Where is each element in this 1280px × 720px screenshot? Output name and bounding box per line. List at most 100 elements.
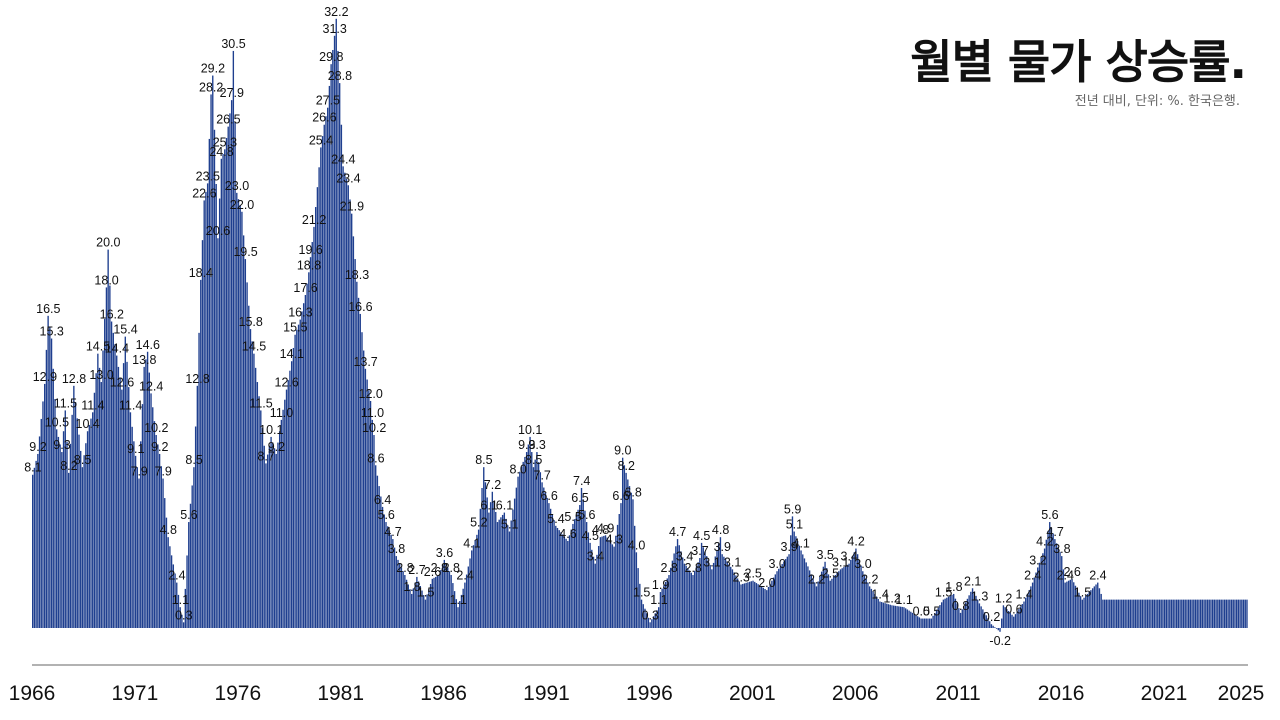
value-label: 8.0	[510, 463, 527, 477]
bar	[855, 548, 857, 628]
bar	[1193, 599, 1195, 628]
bar	[879, 601, 881, 628]
value-label: 2.8	[685, 561, 702, 575]
bar	[1061, 556, 1063, 628]
bar	[1198, 599, 1200, 628]
bar	[886, 603, 888, 628]
bar	[479, 508, 482, 628]
value-label: 15.5	[283, 321, 307, 335]
value-label: 2.4	[168, 569, 185, 583]
bar	[692, 575, 694, 628]
bar	[925, 618, 927, 628]
bar	[503, 512, 506, 628]
bar	[844, 565, 847, 628]
bar	[74, 402, 77, 628]
bar	[1021, 604, 1023, 628]
bar	[1172, 599, 1174, 628]
bar	[222, 154, 224, 629]
value-label: 8.7	[257, 449, 274, 463]
value-label: 5.1	[501, 518, 518, 532]
bar	[989, 621, 991, 628]
value-label: 4.7	[1046, 525, 1063, 539]
value-label: 15.3	[40, 325, 64, 339]
value-label: 18.0	[94, 273, 118, 287]
bar	[188, 522, 190, 628]
bar	[1107, 599, 1109, 628]
bar	[297, 324, 300, 628]
bar	[556, 527, 559, 628]
bar	[268, 445, 271, 628]
bar	[836, 573, 838, 628]
bar	[290, 361, 293, 628]
bar	[783, 561, 785, 628]
bar	[157, 444, 159, 628]
value-label: 4.8	[712, 523, 729, 537]
bar	[385, 522, 387, 628]
bar	[1095, 584, 1097, 628]
bar	[510, 520, 512, 628]
bar	[994, 627, 996, 628]
value-label: 23.4	[336, 171, 360, 185]
bar	[537, 462, 540, 628]
bar	[620, 503, 622, 628]
bar	[1006, 609, 1008, 628]
bar	[738, 581, 740, 628]
bar	[1146, 599, 1149, 628]
bar	[1109, 599, 1111, 628]
bar	[472, 545, 475, 629]
value-label: 3.9	[714, 540, 731, 554]
bar	[383, 514, 385, 628]
bar	[464, 582, 466, 628]
bar	[658, 607, 660, 628]
bar	[1019, 606, 1022, 628]
bar	[1203, 599, 1205, 628]
bar	[69, 443, 72, 628]
bar	[544, 492, 547, 628]
bar	[802, 554, 804, 628]
value-label: 1.5	[417, 586, 434, 600]
bar	[1078, 592, 1080, 628]
bar	[191, 485, 193, 628]
bar	[1013, 616, 1015, 628]
value-label: 16.2	[100, 308, 124, 322]
bar	[728, 564, 730, 628]
bar	[486, 497, 488, 628]
bar	[448, 571, 451, 628]
bar	[675, 546, 677, 628]
bar	[37, 453, 39, 628]
bar	[1014, 614, 1017, 628]
bar	[793, 531, 795, 628]
bar	[32, 474, 34, 628]
bar	[767, 587, 770, 628]
bar	[229, 113, 231, 628]
value-label: 9.2	[268, 440, 285, 454]
bar	[634, 525, 636, 628]
bar	[942, 599, 945, 628]
bar	[1174, 599, 1176, 628]
bar	[928, 618, 931, 628]
bar	[349, 199, 351, 628]
value-label: 29.2	[201, 62, 225, 76]
value-label: 4.1	[793, 536, 810, 550]
bar	[234, 121, 236, 628]
bar	[627, 479, 629, 628]
bar	[236, 192, 238, 628]
bar	[450, 575, 452, 628]
bar	[903, 607, 905, 628]
bar	[1025, 597, 1027, 628]
value-labels-group: 8.1 9.2 12.9 16.5 15.3 10.5 9.3 11.5 8.2 12.8 8.5 1…	[24, 5, 1106, 648]
bar	[906, 609, 909, 628]
bar	[1002, 605, 1005, 628]
value-label: 9.2	[29, 440, 46, 454]
bar	[1102, 599, 1104, 628]
bar	[1182, 599, 1185, 628]
bar	[146, 351, 149, 628]
bar	[757, 584, 759, 628]
bar	[1069, 579, 1071, 628]
bar	[625, 472, 627, 628]
bar	[532, 467, 535, 628]
bar	[798, 545, 801, 628]
bar	[390, 534, 392, 628]
value-label: 3.0	[854, 557, 871, 571]
bar	[995, 628, 998, 629]
